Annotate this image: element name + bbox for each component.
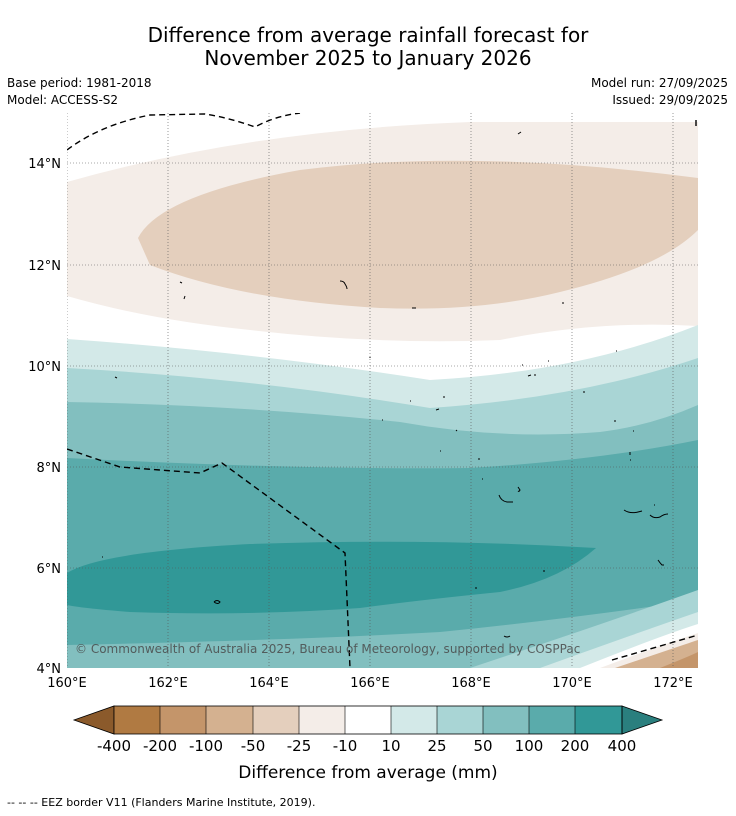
colorbar-label: 400: [608, 737, 637, 755]
colorbar-swatch-neg100-neg50: [206, 706, 253, 734]
band-dry-medium: [138, 160, 698, 309]
colorbar-swatch-50-100: [483, 706, 529, 734]
islands: [102, 131, 669, 638]
issued-date: Issued: 29/09/2025: [612, 93, 728, 107]
lon-tick-164e: 164°E: [249, 676, 289, 691]
lon-tick-162e: 162°E: [148, 676, 188, 691]
colorbar-swatch-neg50-neg25: [253, 706, 299, 734]
base-period: Base period: 1981-2018: [7, 76, 152, 90]
lon-tick-160e: 160°E: [47, 676, 87, 691]
lat-tick-12n: 12°N: [28, 259, 61, 274]
copyright-notice: © Commonwealth of Australia 2025, Bureau…: [75, 642, 580, 656]
colorbar-label: 10: [381, 737, 400, 755]
lon-tick-166e: 166°E: [350, 676, 390, 691]
colorbar-label: -50: [241, 737, 266, 755]
colorbar-swatch-gt-400: [621, 705, 664, 735]
lon-tick-170e: 170°E: [552, 676, 592, 691]
eez-borders: [67, 113, 698, 668]
colorbar-label: 25: [427, 737, 446, 755]
colorbar: -400 -200 -100 -50 -25 -10 10 25 50 100 …: [72, 705, 664, 783]
colorbar-label: -10: [333, 737, 358, 755]
title-line-2: November 2025 to January 2026: [204, 46, 532, 70]
colorbar-frame: [113, 705, 623, 735]
colorbar-swatch-25-50: [437, 706, 483, 734]
band-se-dry-strong: [660, 652, 698, 668]
colorbar-label: -100: [189, 737, 223, 755]
latitude-axis: 14°N 12°N 10°N 8°N 6°N 4°N: [28, 157, 61, 677]
colorbar-label: -25: [287, 737, 312, 755]
colorbar-label: 200: [561, 737, 590, 755]
title-line-1: Difference from average rainfall forecas…: [147, 23, 589, 47]
model-name: Model: ACCESS-S2: [7, 93, 119, 107]
lat-tick-14n: 14°N: [28, 157, 61, 172]
lat-tick-6n: 6°N: [37, 562, 62, 577]
colorbar-label: 50: [473, 737, 492, 755]
colorbar-dividers: [159, 706, 576, 734]
colorbar-label: -200: [143, 737, 177, 755]
lon-tick-172e: 172°E: [653, 676, 693, 691]
gridlines: [67, 113, 698, 668]
colorbar-swatch-neg400-neg200: [114, 706, 160, 734]
colorbar-swatch-neg25-neg10: [299, 706, 345, 734]
colorbar-label: -400: [97, 737, 131, 755]
colorbar-swatch-200-400: [575, 706, 622, 734]
lat-tick-10n: 10°N: [28, 360, 61, 375]
eez-legend-note: -- -- -- EEZ border V11 (Flanders Marine…: [7, 796, 316, 809]
lon-tick-168e: 168°E: [451, 676, 491, 691]
colorbar-swatch-10-25: [391, 706, 437, 734]
lat-tick-8n: 8°N: [37, 461, 62, 476]
colorbar-swatch-100-200: [529, 706, 575, 734]
rainfall-map: © Commonwealth of Australia 2025, Bureau…: [67, 113, 698, 668]
colorbar-title: Difference from average (mm): [238, 763, 497, 783]
model-run: Model run: 27/09/2025: [590, 76, 728, 90]
colorbar-swatch-neg10-10: [345, 706, 391, 734]
colorbar-swatch-neg200-neg100: [160, 706, 206, 734]
band-se-dry-medium: [615, 640, 698, 668]
colorbar-label: 100: [515, 737, 544, 755]
lat-tick-4n: 4°N: [37, 662, 62, 677]
band-wet-200-400: [67, 541, 596, 614]
longitude-axis: 160°E 162°E 164°E 166°E 168°E 170°E 172°…: [47, 676, 693, 691]
colorbar-swatch-lt-400: [72, 705, 115, 735]
